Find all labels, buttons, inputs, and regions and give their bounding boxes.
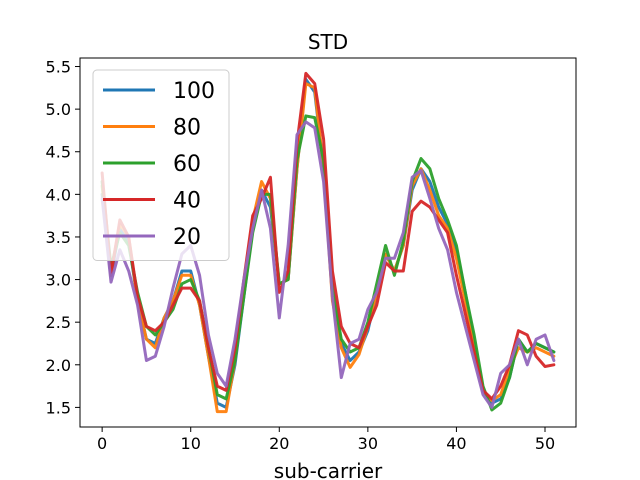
legend-label-20: 20 <box>173 225 201 250</box>
x-tick-label: 10 <box>181 434 201 453</box>
plot-area <box>79 57 577 428</box>
series-line-40 <box>100 71 556 401</box>
y-tick-label: 4.5 <box>46 143 71 162</box>
x-tick-label: 30 <box>358 434 378 453</box>
y-tick-label: 5.0 <box>46 100 71 119</box>
x-tick-label: 0 <box>97 434 107 453</box>
legend-label-80: 80 <box>173 116 201 141</box>
y-axis: 1.5 2.0 2.5 3.0 3.5 4.0 4.5 5.0 5.5 <box>46 58 80 417</box>
legend-label-40: 40 <box>173 189 201 214</box>
plot-frame <box>79 57 577 428</box>
y-tick-label: 3.5 <box>46 228 71 247</box>
chart-title: STD <box>308 30 348 54</box>
y-tick-label: 2.0 <box>46 356 71 375</box>
legend-label-100: 100 <box>173 79 215 104</box>
y-tick-label: 2.5 <box>46 313 71 332</box>
x-axis-label: sub-carrier <box>274 459 383 480</box>
series-layer <box>100 71 556 414</box>
x-axis: 0 10 20 30 40 50 <box>97 427 555 453</box>
legend-box <box>92 69 230 261</box>
y-tick-label: 4.0 <box>46 185 71 204</box>
y-tick-label: 1.5 <box>46 398 71 417</box>
y-tick-label: 5.5 <box>46 58 71 77</box>
legend: 100 80 60 40 20 <box>92 69 230 261</box>
x-tick-label: 40 <box>446 434 466 453</box>
legend-label-60: 60 <box>173 152 201 177</box>
y-tick-label: 3.0 <box>46 271 71 290</box>
x-tick-label: 50 <box>535 434 555 453</box>
series-line-20 <box>100 120 556 409</box>
x-tick-label: 20 <box>269 434 289 453</box>
